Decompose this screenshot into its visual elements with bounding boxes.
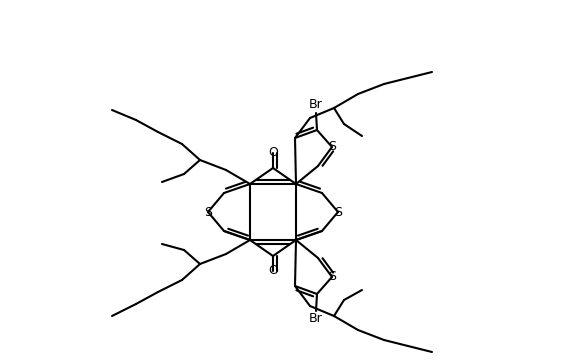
Text: O: O bbox=[268, 146, 278, 159]
Text: S: S bbox=[328, 270, 336, 284]
Text: S: S bbox=[334, 206, 342, 218]
Text: S: S bbox=[204, 206, 212, 218]
Text: Br: Br bbox=[309, 313, 323, 325]
Text: Br: Br bbox=[309, 99, 323, 111]
Text: O: O bbox=[268, 265, 278, 277]
Text: S: S bbox=[328, 141, 336, 154]
